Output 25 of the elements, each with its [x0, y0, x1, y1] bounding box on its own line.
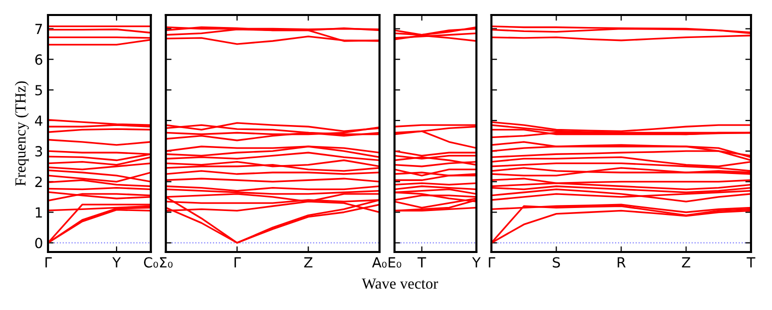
x-tick-label: S [552, 257, 560, 268]
y-tick-label: 2 [35, 176, 42, 187]
x-tick-label: Z [304, 257, 312, 268]
y-tick-label: 1 [36, 207, 42, 218]
y-tick-label: 0 [35, 238, 42, 248]
x-axis-title: Wave vector [362, 278, 438, 289]
x-tick-label: Γ [488, 257, 496, 268]
x-tick-label: Y [112, 257, 121, 268]
x-tick-label: A₀ [372, 257, 387, 268]
x-tick-label: Z [682, 257, 690, 268]
y-tick-label: 6 [35, 54, 42, 65]
x-tick-label: Γ [45, 257, 52, 268]
y-tick-label: 4 [34, 116, 42, 126]
x-tick-label: Σ₀ [160, 257, 173, 268]
y-tick-label: 3 [35, 146, 42, 157]
x-tick-label: T [418, 257, 426, 268]
x-tick-label: Y [472, 257, 481, 268]
y-axis-title: Frequency (THz) [14, 81, 29, 186]
x-tick-label: Γ [234, 257, 241, 268]
x-tick-label: T [746, 257, 756, 268]
x-tick-label: C₀ [144, 257, 158, 268]
x-tick-label: R [618, 257, 626, 268]
y-tick-label: 7 [35, 24, 42, 34]
x-tick-label: E₀ [388, 257, 402, 268]
y-tick-label: 5 [35, 85, 42, 96]
